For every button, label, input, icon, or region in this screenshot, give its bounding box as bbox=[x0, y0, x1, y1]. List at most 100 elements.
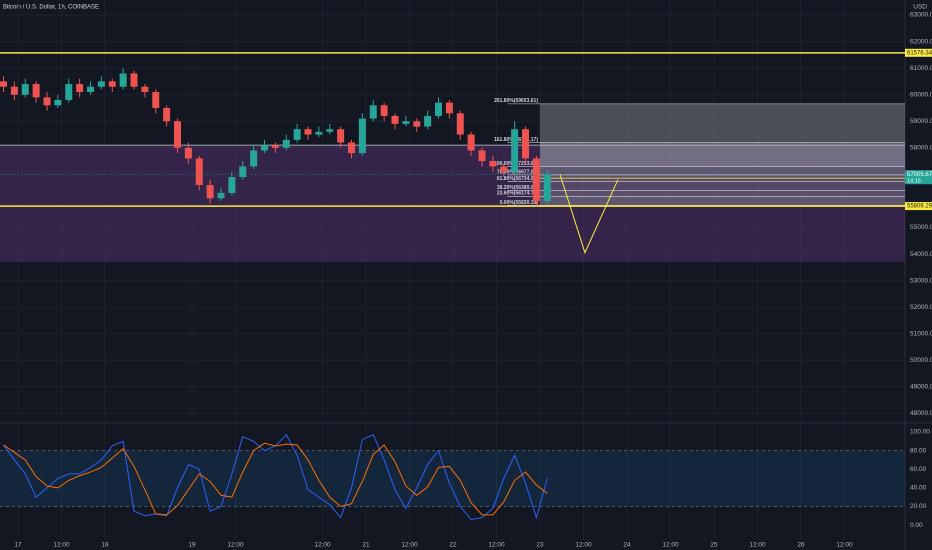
candle-body bbox=[424, 115, 432, 127]
y-tick-label: 52000.00 bbox=[910, 304, 932, 311]
candle-body bbox=[293, 129, 301, 140]
candle-body bbox=[97, 81, 105, 87]
candle-body bbox=[358, 118, 366, 154]
x-tick-label: 22 bbox=[449, 542, 457, 549]
candle-body bbox=[87, 86, 95, 93]
osc-band bbox=[0, 450, 905, 507]
candle-body bbox=[119, 73, 127, 87]
candle-body bbox=[489, 161, 497, 167]
y-tick-label: 60000.00 bbox=[910, 91, 932, 98]
x-tick-label: 25 bbox=[710, 542, 718, 549]
candle-body bbox=[32, 84, 40, 98]
fib-band bbox=[540, 181, 905, 191]
candle-body bbox=[239, 166, 247, 178]
fib-band bbox=[540, 190, 905, 197]
projection-path bbox=[559, 174, 619, 255]
x-tick-label: 18 bbox=[101, 542, 109, 549]
osc-tick-label: 40.00 bbox=[910, 485, 927, 492]
zone bbox=[0, 206, 905, 263]
candle-body bbox=[250, 150, 258, 167]
osc-tick-label: 0.00 bbox=[910, 522, 923, 529]
x-tick-label: 12:00 bbox=[749, 542, 766, 549]
candle-body bbox=[65, 84, 73, 100]
x-tick-label: 12:00 bbox=[488, 542, 505, 549]
x-tick-label: 12:00 bbox=[662, 542, 679, 549]
x-tick-label: 17 bbox=[14, 542, 22, 549]
candle-body bbox=[174, 121, 182, 148]
y-tick-label: 61000.00 bbox=[910, 65, 932, 72]
candle-body bbox=[315, 131, 323, 135]
candle-body bbox=[326, 129, 334, 132]
x-tick-label: 21 bbox=[362, 542, 370, 549]
price-label: 61576.34 bbox=[907, 50, 932, 56]
price-label-bg bbox=[905, 48, 932, 57]
candle-body bbox=[141, 86, 149, 93]
candle-body bbox=[10, 86, 18, 95]
y-tick-label: 54000.00 bbox=[910, 251, 932, 258]
x-tick-label: 12:00 bbox=[227, 542, 244, 549]
candle-body bbox=[206, 184, 214, 199]
y-tick-label: 50000.00 bbox=[910, 357, 932, 364]
candle-body bbox=[522, 129, 530, 159]
y-tick-label: 62000.00 bbox=[910, 38, 932, 45]
candle-body bbox=[532, 158, 540, 201]
y-tick-label: 51000.00 bbox=[910, 330, 932, 337]
candle-body bbox=[467, 134, 475, 151]
candle-body bbox=[217, 192, 225, 199]
candle-body bbox=[391, 115, 399, 124]
x-tick-label: 12:00 bbox=[401, 542, 418, 549]
last-price: 57005.67 bbox=[907, 172, 932, 178]
price-label: 55806.29 bbox=[907, 204, 932, 210]
candle-body bbox=[228, 177, 236, 193]
candle-body bbox=[282, 139, 290, 148]
osc-tick-label: 80.00 bbox=[910, 447, 927, 454]
y-tick-label: 53000.00 bbox=[910, 277, 932, 284]
fib-label: 0.00%(55830.19) bbox=[500, 200, 539, 206]
y-tick-label: 55000.00 bbox=[910, 224, 932, 231]
candle-body bbox=[304, 129, 312, 135]
x-tick-label: 12:00 bbox=[836, 542, 853, 549]
candle-body bbox=[348, 142, 356, 154]
fib-label: 261.80%(59653.61) bbox=[494, 98, 538, 104]
candle-body bbox=[478, 150, 486, 162]
candle-body bbox=[152, 92, 160, 108]
fib-band bbox=[540, 142, 905, 167]
y-tick-label: 49000.00 bbox=[910, 384, 932, 391]
candle-body bbox=[445, 102, 453, 114]
candle-body bbox=[402, 121, 410, 124]
candle-body bbox=[500, 166, 508, 172]
candle-body bbox=[511, 129, 519, 172]
fib-label: 23.60%(56174.76) bbox=[497, 191, 538, 197]
candle-body bbox=[43, 97, 51, 106]
candle-body bbox=[337, 129, 345, 143]
fib-label: 78.60%(56977.09) bbox=[497, 169, 538, 175]
osc-tick-label: 100.00 bbox=[910, 429, 930, 436]
candle-body bbox=[543, 174, 551, 201]
x-tick-label: 12:00 bbox=[314, 542, 331, 549]
fib-band bbox=[540, 196, 905, 206]
y-tick-label: 63000.00 bbox=[910, 12, 932, 19]
last-price-bg bbox=[905, 170, 932, 185]
osc-line bbox=[3, 442, 548, 516]
fib-label: 38.20%(56389.08) bbox=[497, 185, 538, 191]
osc-tick-label: 20.00 bbox=[910, 503, 927, 510]
candle-body bbox=[413, 121, 421, 127]
candle-body bbox=[380, 105, 388, 116]
candle-body bbox=[271, 145, 279, 148]
y-tick-label: 59000.00 bbox=[910, 118, 932, 125]
candle-body bbox=[195, 158, 203, 185]
candle-body bbox=[435, 102, 443, 116]
candle-body bbox=[108, 81, 116, 87]
x-tick-label: 26 bbox=[797, 542, 805, 549]
candle-body bbox=[163, 107, 171, 122]
candle-body bbox=[456, 113, 464, 135]
candle-body bbox=[261, 145, 269, 151]
candle-body bbox=[369, 105, 377, 119]
x-tick-label: 24 bbox=[623, 542, 631, 549]
x-tick-label: 12:00 bbox=[53, 542, 70, 549]
currency: USD bbox=[913, 4, 927, 11]
candle-body bbox=[184, 147, 192, 159]
y-tick-label: 48000.00 bbox=[910, 410, 932, 417]
countdown: 14:15 bbox=[907, 179, 921, 185]
candle-body bbox=[0, 81, 8, 87]
